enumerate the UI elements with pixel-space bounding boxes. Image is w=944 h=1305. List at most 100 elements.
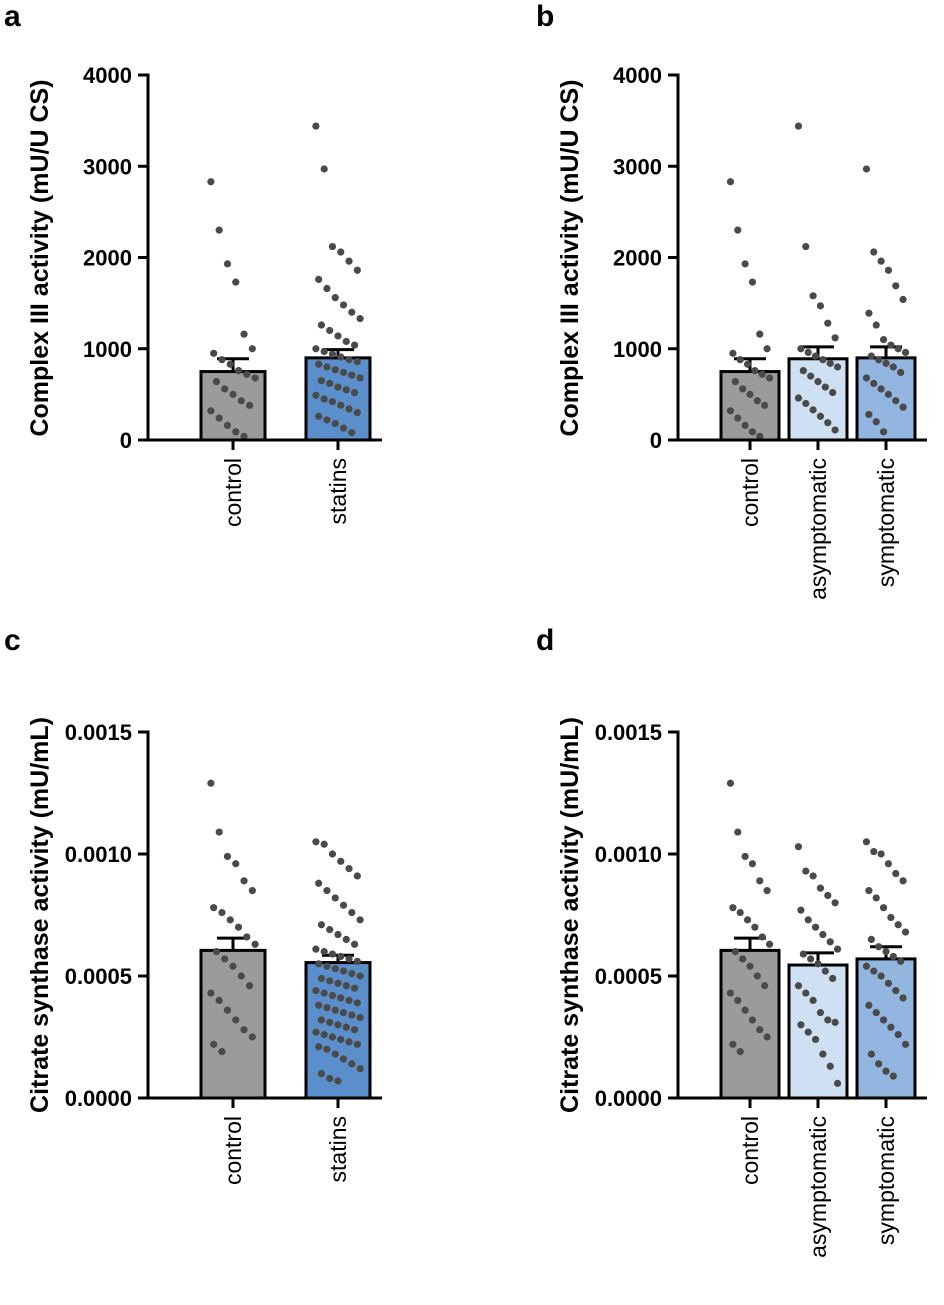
- data-point-statins: [350, 1026, 359, 1034]
- data-point-symptomatic: [884, 390, 893, 398]
- data-point-control: [232, 428, 240, 436]
- data-point-asymptomatic: [794, 394, 803, 402]
- data-point-statins: [339, 424, 348, 432]
- data-point-control: [234, 367, 243, 375]
- data-point-statins: [334, 979, 342, 987]
- data-point-statins: [323, 363, 331, 371]
- data-point-control: [234, 923, 243, 931]
- category-labels-b: control asymptomatic symptomatic: [737, 440, 899, 600]
- data-point-asymptomatic: [804, 348, 812, 356]
- data-point-asymptomatic: [797, 1021, 805, 1029]
- data-point-statins: [326, 379, 334, 388]
- data-point-statins: [339, 901, 348, 909]
- data-point-statins: [315, 960, 323, 968]
- axes-a: [146, 73, 382, 442]
- data-point-statins: [320, 1030, 328, 1039]
- data-point-symptomatic: [877, 850, 885, 858]
- data-points-a: [207, 122, 364, 440]
- data-point-symptomatic: [877, 972, 885, 980]
- data-point-symptomatic: [867, 1050, 875, 1058]
- y-axis-title-a: Complex III activity (mU/U CS): [26, 79, 54, 436]
- data-point-symptomatic: [889, 1072, 897, 1080]
- data-point-symptomatic: [865, 887, 873, 895]
- data-point-statins: [312, 391, 320, 399]
- data-point-control: [758, 370, 766, 378]
- data-point-asymptomatic: [816, 412, 825, 420]
- data-point-control: [215, 226, 223, 234]
- data-point-statins: [312, 1028, 320, 1036]
- data-point-statins: [348, 371, 356, 379]
- y-ticks-a: 0 1000 2000 3000 4000: [83, 63, 148, 453]
- data-point-control: [731, 948, 739, 956]
- data-point-asymptomatic: [802, 399, 810, 408]
- data-point-symptomatic: [870, 248, 878, 256]
- data-point-statins: [323, 962, 331, 970]
- bar-control: [719, 948, 781, 1100]
- data-point-asymptomatic: [799, 950, 807, 958]
- data-point-control: [743, 360, 752, 368]
- y-ticks-b: 0 1000 2000 3000 4000: [613, 63, 678, 453]
- data-point-statins: [356, 916, 364, 924]
- data-point-asymptomatic: [819, 356, 827, 364]
- y-tick-label: 0.0015: [595, 720, 662, 745]
- data-point-asymptomatic: [824, 1016, 832, 1024]
- data-point-symptomatic: [894, 1030, 902, 1039]
- data-point-control: [726, 989, 735, 997]
- data-point-control: [756, 330, 764, 338]
- panel-d-chart: d Citrate synthase activity (mU/mL) 0.00…: [536, 624, 927, 1258]
- axes-c: [146, 730, 382, 1100]
- panel-letter-b: b: [536, 0, 554, 33]
- data-point-statins: [328, 991, 337, 1000]
- data-point-symptomatic: [875, 943, 883, 951]
- bar-control: [199, 948, 267, 1100]
- data-point-symptomatic: [887, 913, 895, 922]
- data-point-symptomatic: [862, 838, 871, 846]
- y-tick-label: 0.0005: [65, 964, 132, 989]
- data-point-control: [726, 178, 735, 186]
- data-point-asymptomatic: [826, 359, 834, 367]
- data-point-control: [223, 421, 232, 429]
- data-point-control: [207, 779, 215, 787]
- data-point-statins: [317, 377, 326, 385]
- y-tick-label: 3000: [83, 154, 132, 179]
- data-point-asymptomatic: [831, 1018, 839, 1026]
- data-point-control: [229, 390, 237, 398]
- data-point-control: [243, 370, 251, 378]
- data-point-statins: [326, 926, 334, 934]
- data-point-statins: [323, 416, 331, 424]
- data-point-symptomatic: [901, 348, 910, 356]
- category-label-control: control: [220, 458, 246, 527]
- data-point-symptomatic: [879, 336, 888, 344]
- data-point-asymptomatic: [833, 363, 842, 371]
- data-point-statins: [320, 165, 328, 173]
- data-point-control: [741, 1006, 749, 1014]
- data-point-asymptomatic: [831, 426, 839, 434]
- data-point-control: [215, 828, 223, 836]
- data-point-statins: [317, 974, 326, 983]
- data-point-asymptomatic: [816, 884, 825, 892]
- data-point-symptomatic: [867, 352, 875, 360]
- data-point-control: [734, 996, 742, 1005]
- data-point-statins: [320, 347, 328, 356]
- data-point-control: [221, 385, 229, 393]
- y-tick-label: 2000: [83, 246, 132, 271]
- data-point-control: [215, 996, 223, 1005]
- data-point-control: [223, 852, 232, 861]
- data-point-statins: [345, 1038, 353, 1046]
- data-point-symptomatic: [875, 1060, 883, 1068]
- data-point-symptomatic: [862, 165, 871, 173]
- data-point-asymptomatic: [816, 1009, 825, 1017]
- data-point-statins: [317, 1016, 326, 1024]
- data-point-symptomatic: [872, 894, 880, 902]
- data-point-control: [248, 345, 256, 353]
- data-point-control: [245, 982, 254, 990]
- data-point-symptomatic: [892, 869, 900, 878]
- data-point-statins: [328, 398, 337, 406]
- data-point-statins: [320, 989, 328, 997]
- data-point-symptomatic: [882, 1067, 890, 1075]
- category-labels-d: control asymptomatic symptomatic: [737, 1098, 899, 1258]
- data-point-asymptomatic: [819, 1050, 827, 1058]
- data-point-control: [756, 877, 764, 885]
- data-point-statins: [331, 1050, 339, 1058]
- data-point-statins: [337, 248, 345, 256]
